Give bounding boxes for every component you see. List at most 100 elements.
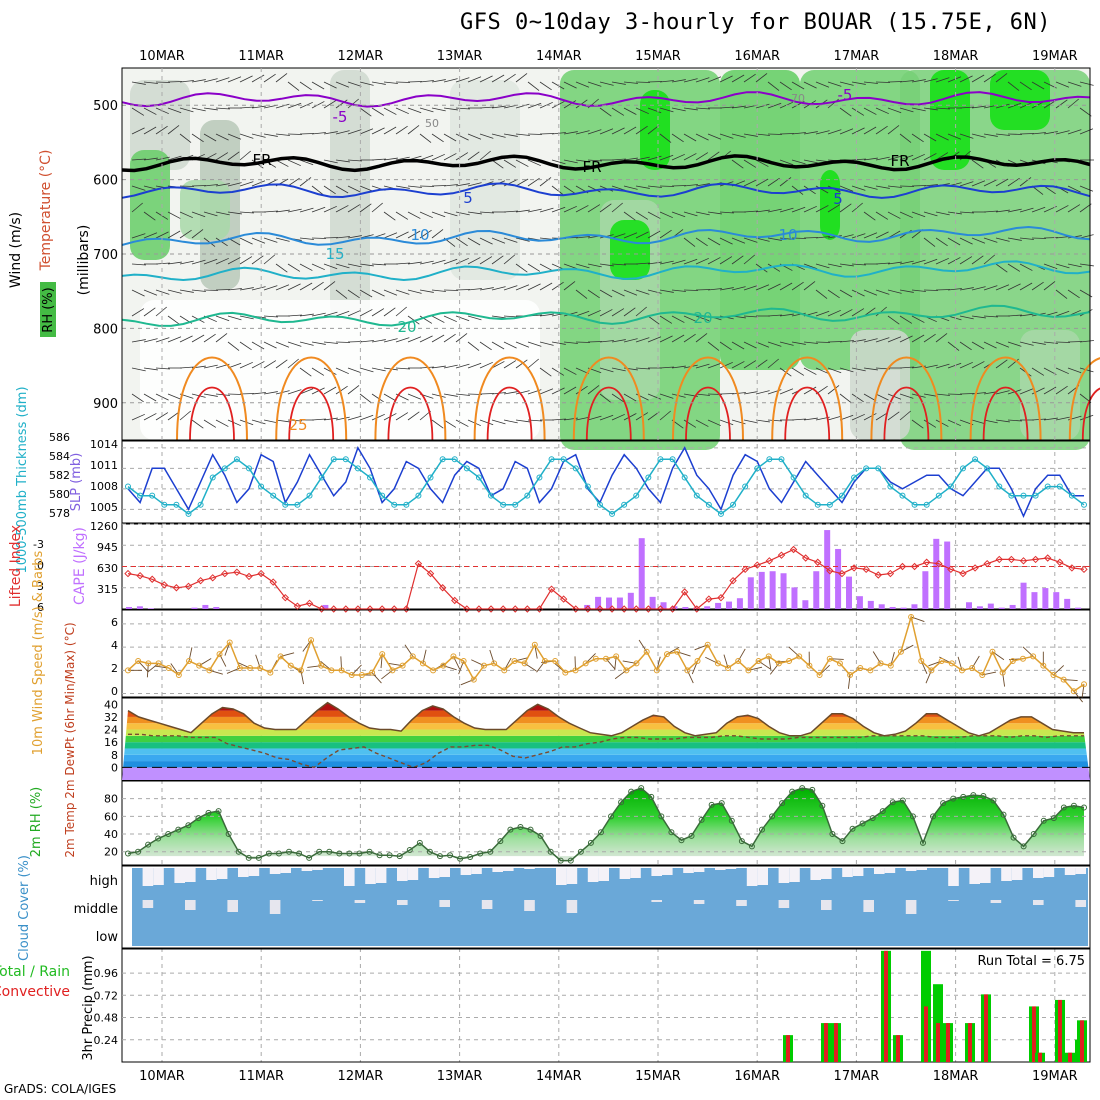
cloud-mid-gap (142, 900, 154, 908)
y-tick-label: 0 (111, 685, 118, 698)
y-axis-label-temperature: Temperature (°C) (38, 150, 54, 272)
x-tick-label-bottom: 15MAR (635, 1069, 681, 1084)
y-tick-label: 4 (111, 639, 118, 652)
wind-barb (467, 182, 482, 187)
wind-barb (503, 254, 515, 265)
lifted-index-point (596, 605, 604, 613)
wind-barb (803, 281, 816, 291)
y-tick-label: 500 (93, 99, 118, 114)
precip-convective-bar (824, 1023, 828, 1062)
wind-barb (539, 313, 554, 317)
slp-line (127, 446, 1084, 519)
wind-barb (251, 237, 266, 244)
lifted-index-point (221, 569, 229, 578)
cloud-high-gap (821, 868, 832, 879)
temp-band (122, 767, 1090, 780)
wind-barb (587, 415, 602, 421)
wind-barb (743, 254, 755, 265)
cloud-mid-gap (524, 900, 535, 911)
cape-bar (147, 608, 154, 609)
x-tick-label-bottom: 17MAR (834, 1069, 880, 1084)
precip-convective-bar (984, 994, 988, 1062)
wind-barb (155, 231, 169, 239)
wind-barb (395, 337, 410, 343)
rh-legend-box (40, 282, 56, 337)
wind-barb (539, 81, 552, 91)
wind-barb (503, 210, 518, 213)
lifted-index-point (330, 605, 338, 613)
wind-barb (827, 81, 842, 87)
lifted-index-point (523, 605, 532, 613)
wind-barb (731, 286, 746, 291)
wind-barb (1067, 367, 1082, 374)
wind-barb (923, 258, 938, 265)
wind-barb (875, 289, 890, 295)
wind-barb (743, 133, 758, 137)
wind-barb (815, 185, 829, 194)
wind-barb (695, 315, 710, 322)
wind-barb (611, 127, 625, 135)
rh-point (537, 832, 544, 839)
wind-barb (695, 133, 709, 141)
wind-barb (839, 340, 854, 343)
wind-barb (767, 102, 782, 109)
wind-barb (1043, 281, 1056, 291)
cloud-mid-gap (905, 900, 917, 914)
wind-barb (563, 81, 577, 89)
cape-bar (922, 571, 929, 609)
wind-barb (467, 211, 482, 215)
wind-barb (527, 208, 542, 213)
wind-barb (743, 237, 758, 243)
isotherm-label: FR (890, 152, 909, 170)
wind-barb (899, 410, 911, 421)
cape-bar (606, 597, 612, 609)
wind-barb (467, 315, 482, 321)
y-tick-label: 32 (104, 711, 118, 724)
wind-speed-point (318, 662, 325, 669)
wind-barb (179, 211, 193, 219)
wind-barb (935, 393, 950, 396)
cape-bar (846, 576, 852, 609)
wind-barb (503, 391, 518, 395)
thickness-point (851, 474, 858, 481)
wind-barb (323, 281, 336, 291)
wind-barb (875, 337, 890, 343)
lifted-index-line (127, 548, 1085, 610)
wind-barb (755, 73, 768, 83)
cloud-mid-gap (1075, 900, 1086, 907)
wind-speed-line (127, 614, 1085, 693)
wind-speed-point (725, 665, 732, 671)
wind-barb (1043, 100, 1057, 109)
cloud-high-gap (185, 868, 196, 882)
wind-barb (347, 385, 360, 395)
wind-barb (707, 341, 720, 351)
wind-speed-point (765, 653, 772, 660)
wind-barb (215, 257, 229, 265)
wind-barb (683, 237, 696, 247)
thickness-point (645, 474, 652, 481)
x-tick-label-bottom: 10MAR (139, 1069, 185, 1084)
wind-barb (995, 178, 1009, 187)
wind-barb (167, 125, 180, 135)
wind-barb (683, 153, 697, 161)
wind-barb (1055, 81, 1070, 88)
rh-point (577, 848, 584, 855)
wind-barb (443, 153, 457, 161)
wind-barb (407, 289, 422, 294)
rh-point (909, 813, 916, 820)
cape-bar (638, 538, 645, 609)
rh-shading-13 (180, 180, 230, 240)
wind-barb (251, 419, 266, 425)
cloud-high-gap (503, 868, 514, 871)
cloud-high-gap (407, 868, 419, 880)
cloud-high-gap (365, 868, 376, 884)
y-axis-label-lifted-index: Lifted Index (8, 525, 24, 607)
wind-barb (995, 73, 1008, 83)
wind-barb (419, 133, 432, 143)
wind-barb (1055, 205, 1069, 213)
y-tick-label: 0 (37, 559, 44, 572)
rh-contour-label: 70 (791, 92, 805, 105)
wind-barb (311, 185, 324, 195)
wind-barb (275, 419, 290, 423)
cloud-high-gap (492, 868, 503, 872)
